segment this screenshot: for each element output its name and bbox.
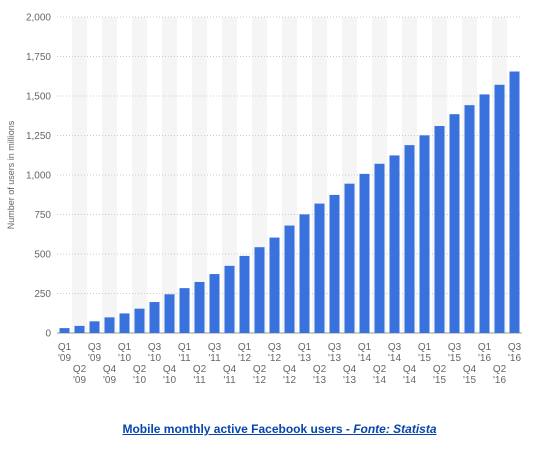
bar (449, 114, 460, 333)
chart: Number of users in millions 0 250 500 750 1,… (6, 13, 522, 386)
caption: Mobile monthly active Facebook users - F… (0, 422, 559, 436)
y-tick-label: 1,250 (26, 131, 51, 142)
bar (119, 313, 130, 333)
x-tick-label: Q1'13 (298, 342, 312, 364)
bar (509, 71, 520, 333)
y-tick-label: 0 (45, 329, 51, 340)
bar (344, 183, 355, 333)
y-axis-title: Number of users in millions (6, 120, 16, 229)
y-tick-label: 1,750 (26, 52, 51, 63)
x-tick-label: Q3'11 (208, 342, 222, 364)
x-tick-label: Q3'09 (88, 342, 102, 364)
x-tick-label: Q2'09 (73, 364, 87, 386)
bar (239, 255, 250, 333)
bar (269, 237, 280, 333)
x-tick-label: Q4'09 (103, 364, 117, 386)
x-tick-label: Q3'12 (268, 342, 282, 364)
bar (179, 288, 190, 333)
bar (134, 308, 145, 333)
caption-text: Mobile monthly active Facebook users - (122, 422, 354, 436)
bar (404, 145, 415, 333)
bar (209, 274, 220, 333)
bar (74, 325, 85, 333)
x-tick-label: Q4'14 (403, 364, 417, 386)
x-tick-label: Q1'16 (478, 342, 492, 364)
y-tick-label: 2,000 (26, 13, 51, 24)
bar (299, 214, 310, 333)
x-tick-label: Q1'10 (118, 342, 132, 364)
bar (59, 328, 70, 333)
y-tick-label: 1,500 (26, 92, 51, 103)
bar (434, 126, 445, 334)
y-tick-label: 250 (34, 289, 51, 300)
bar (104, 317, 115, 333)
x-tick-label: Q1'11 (178, 342, 192, 364)
x-tick-label: Q3'16 (508, 342, 522, 364)
bar (89, 321, 100, 333)
bar (194, 281, 205, 333)
x-tick-label: Q4'12 (283, 364, 297, 386)
bar (374, 163, 385, 333)
bar (314, 203, 325, 333)
x-tick-label: Q4'10 (163, 364, 177, 386)
bar (479, 94, 490, 333)
x-tick-label: Q2'15 (433, 364, 447, 386)
caption-source: Fonte: Statista (353, 422, 437, 436)
x-tick-label: Q4'11 (223, 364, 237, 386)
bar (329, 194, 340, 333)
y-tick-label: 500 (34, 250, 51, 261)
x-tick-label: Q2'10 (133, 364, 147, 386)
x-tick-label: Q2'13 (313, 364, 327, 386)
bar (419, 135, 430, 333)
x-tick-label: Q2'14 (373, 364, 387, 386)
caption-link[interactable]: Mobile monthly active Facebook users - F… (122, 422, 436, 436)
bar (254, 247, 265, 333)
x-tick-label: Q1'14 (358, 342, 372, 364)
bar (284, 225, 295, 333)
bar (149, 302, 160, 333)
bar (164, 294, 175, 333)
x-tick-label: Q4'13 (343, 364, 357, 386)
bar (389, 155, 400, 333)
bar (359, 173, 370, 333)
x-tick-label: Q2'11 (193, 364, 207, 386)
x-tick-label: Q2'12 (253, 364, 267, 386)
x-tick-label: Q3'14 (388, 342, 402, 364)
bar (464, 105, 475, 333)
x-tick-label: Q3'13 (328, 342, 342, 364)
bar (224, 265, 235, 333)
x-tick-label: Q3'10 (148, 342, 162, 364)
bar (494, 84, 505, 333)
x-tick-label: Q1'09 (58, 342, 72, 364)
x-tick-label: Q4'15 (463, 364, 477, 386)
x-tick-label: Q1'15 (418, 342, 432, 364)
x-tick-label: Q3'15 (448, 342, 462, 364)
x-tick-label: Q1'12 (238, 342, 252, 364)
x-tick-label: Q2'16 (493, 364, 507, 386)
y-tick-label: 750 (34, 210, 51, 221)
y-tick-label: 1,000 (26, 171, 51, 182)
